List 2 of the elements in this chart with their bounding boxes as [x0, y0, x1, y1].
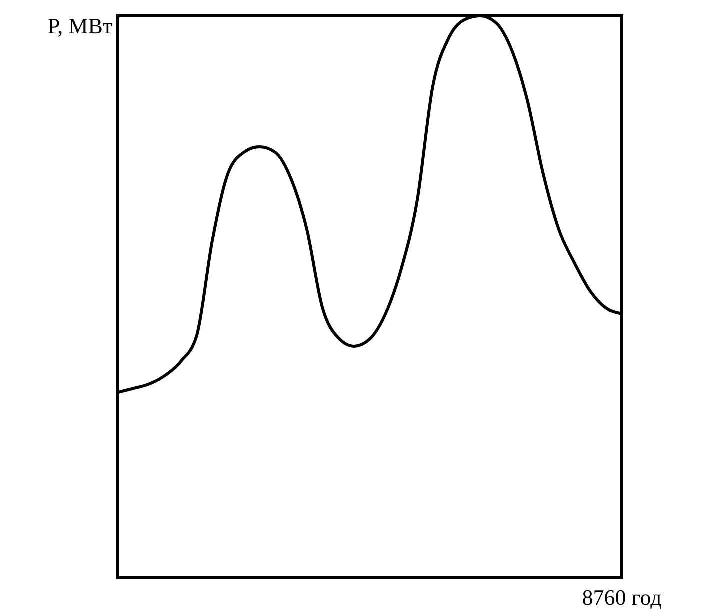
text: 8760 год [582, 585, 662, 610]
y-axis-title: P, МВт [48, 14, 113, 38]
